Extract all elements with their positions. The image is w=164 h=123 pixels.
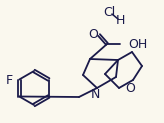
Text: O: O bbox=[125, 83, 135, 95]
Text: Cl: Cl bbox=[103, 7, 115, 20]
Text: O: O bbox=[88, 28, 98, 40]
Text: OH: OH bbox=[128, 38, 147, 51]
Text: N: N bbox=[90, 89, 100, 101]
Text: F: F bbox=[6, 74, 13, 87]
Text: H: H bbox=[116, 14, 125, 26]
